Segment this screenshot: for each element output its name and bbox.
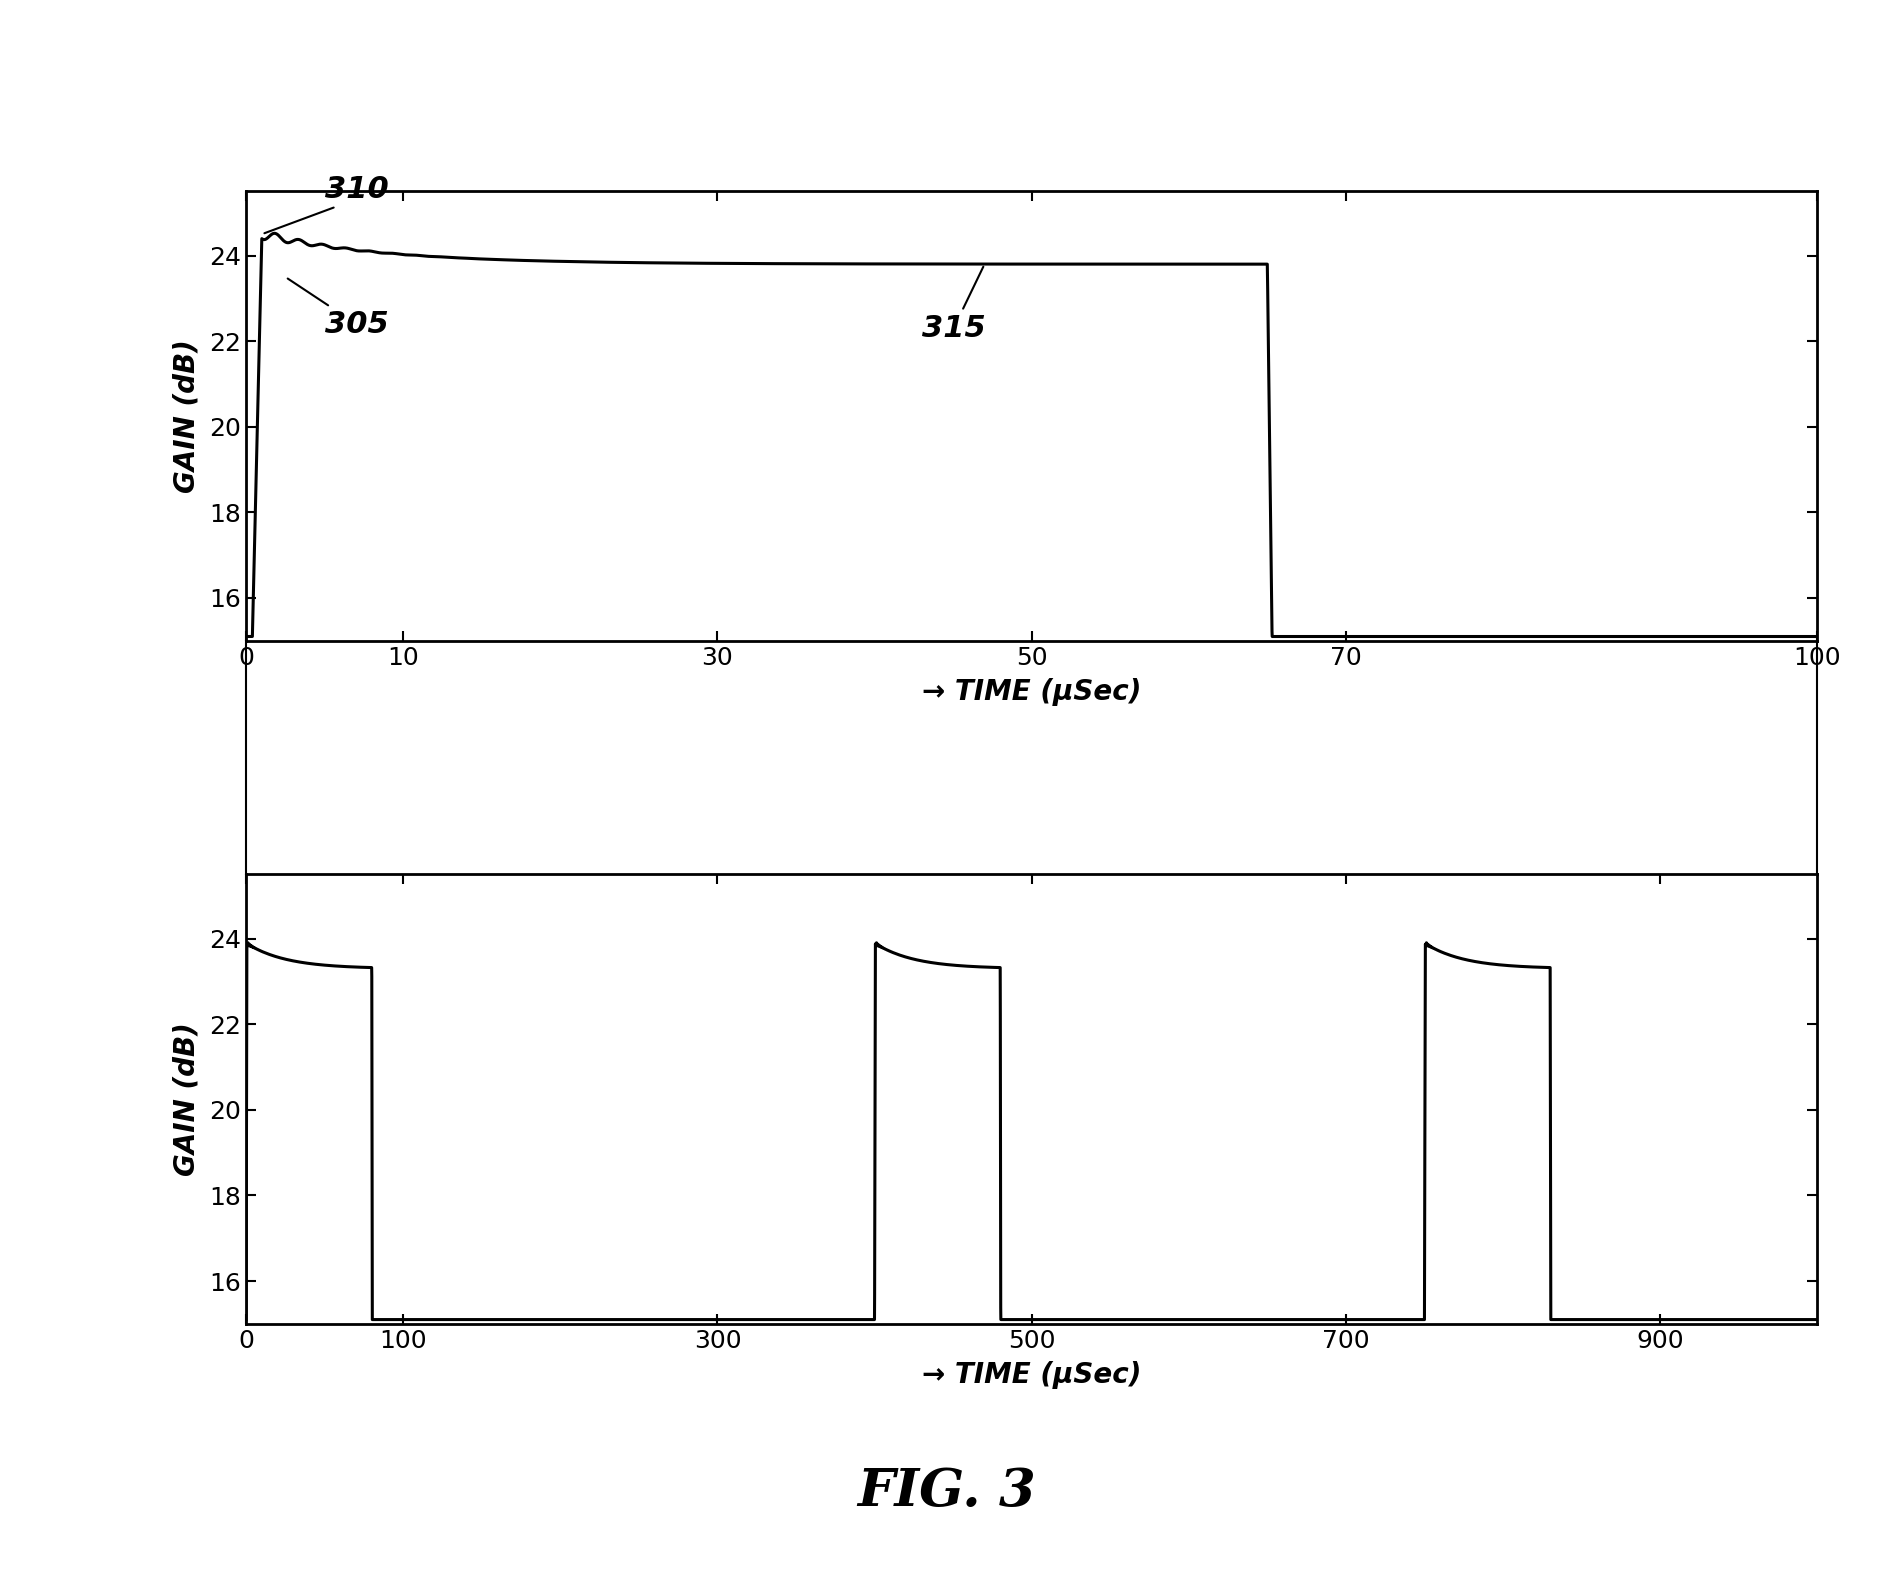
Text: 305: 305 (288, 279, 388, 338)
X-axis label: → TIME (μSec): → TIME (μSec) (922, 1361, 1141, 1389)
Y-axis label: GAIN (dB): GAIN (dB) (172, 340, 201, 493)
X-axis label: → TIME (μSec): → TIME (μSec) (922, 678, 1141, 707)
Text: FIG. 3: FIG. 3 (858, 1466, 1035, 1517)
Text: 310: 310 (265, 175, 388, 233)
Y-axis label: GAIN (dB): GAIN (dB) (172, 1022, 201, 1176)
Text: 315: 315 (922, 266, 986, 343)
